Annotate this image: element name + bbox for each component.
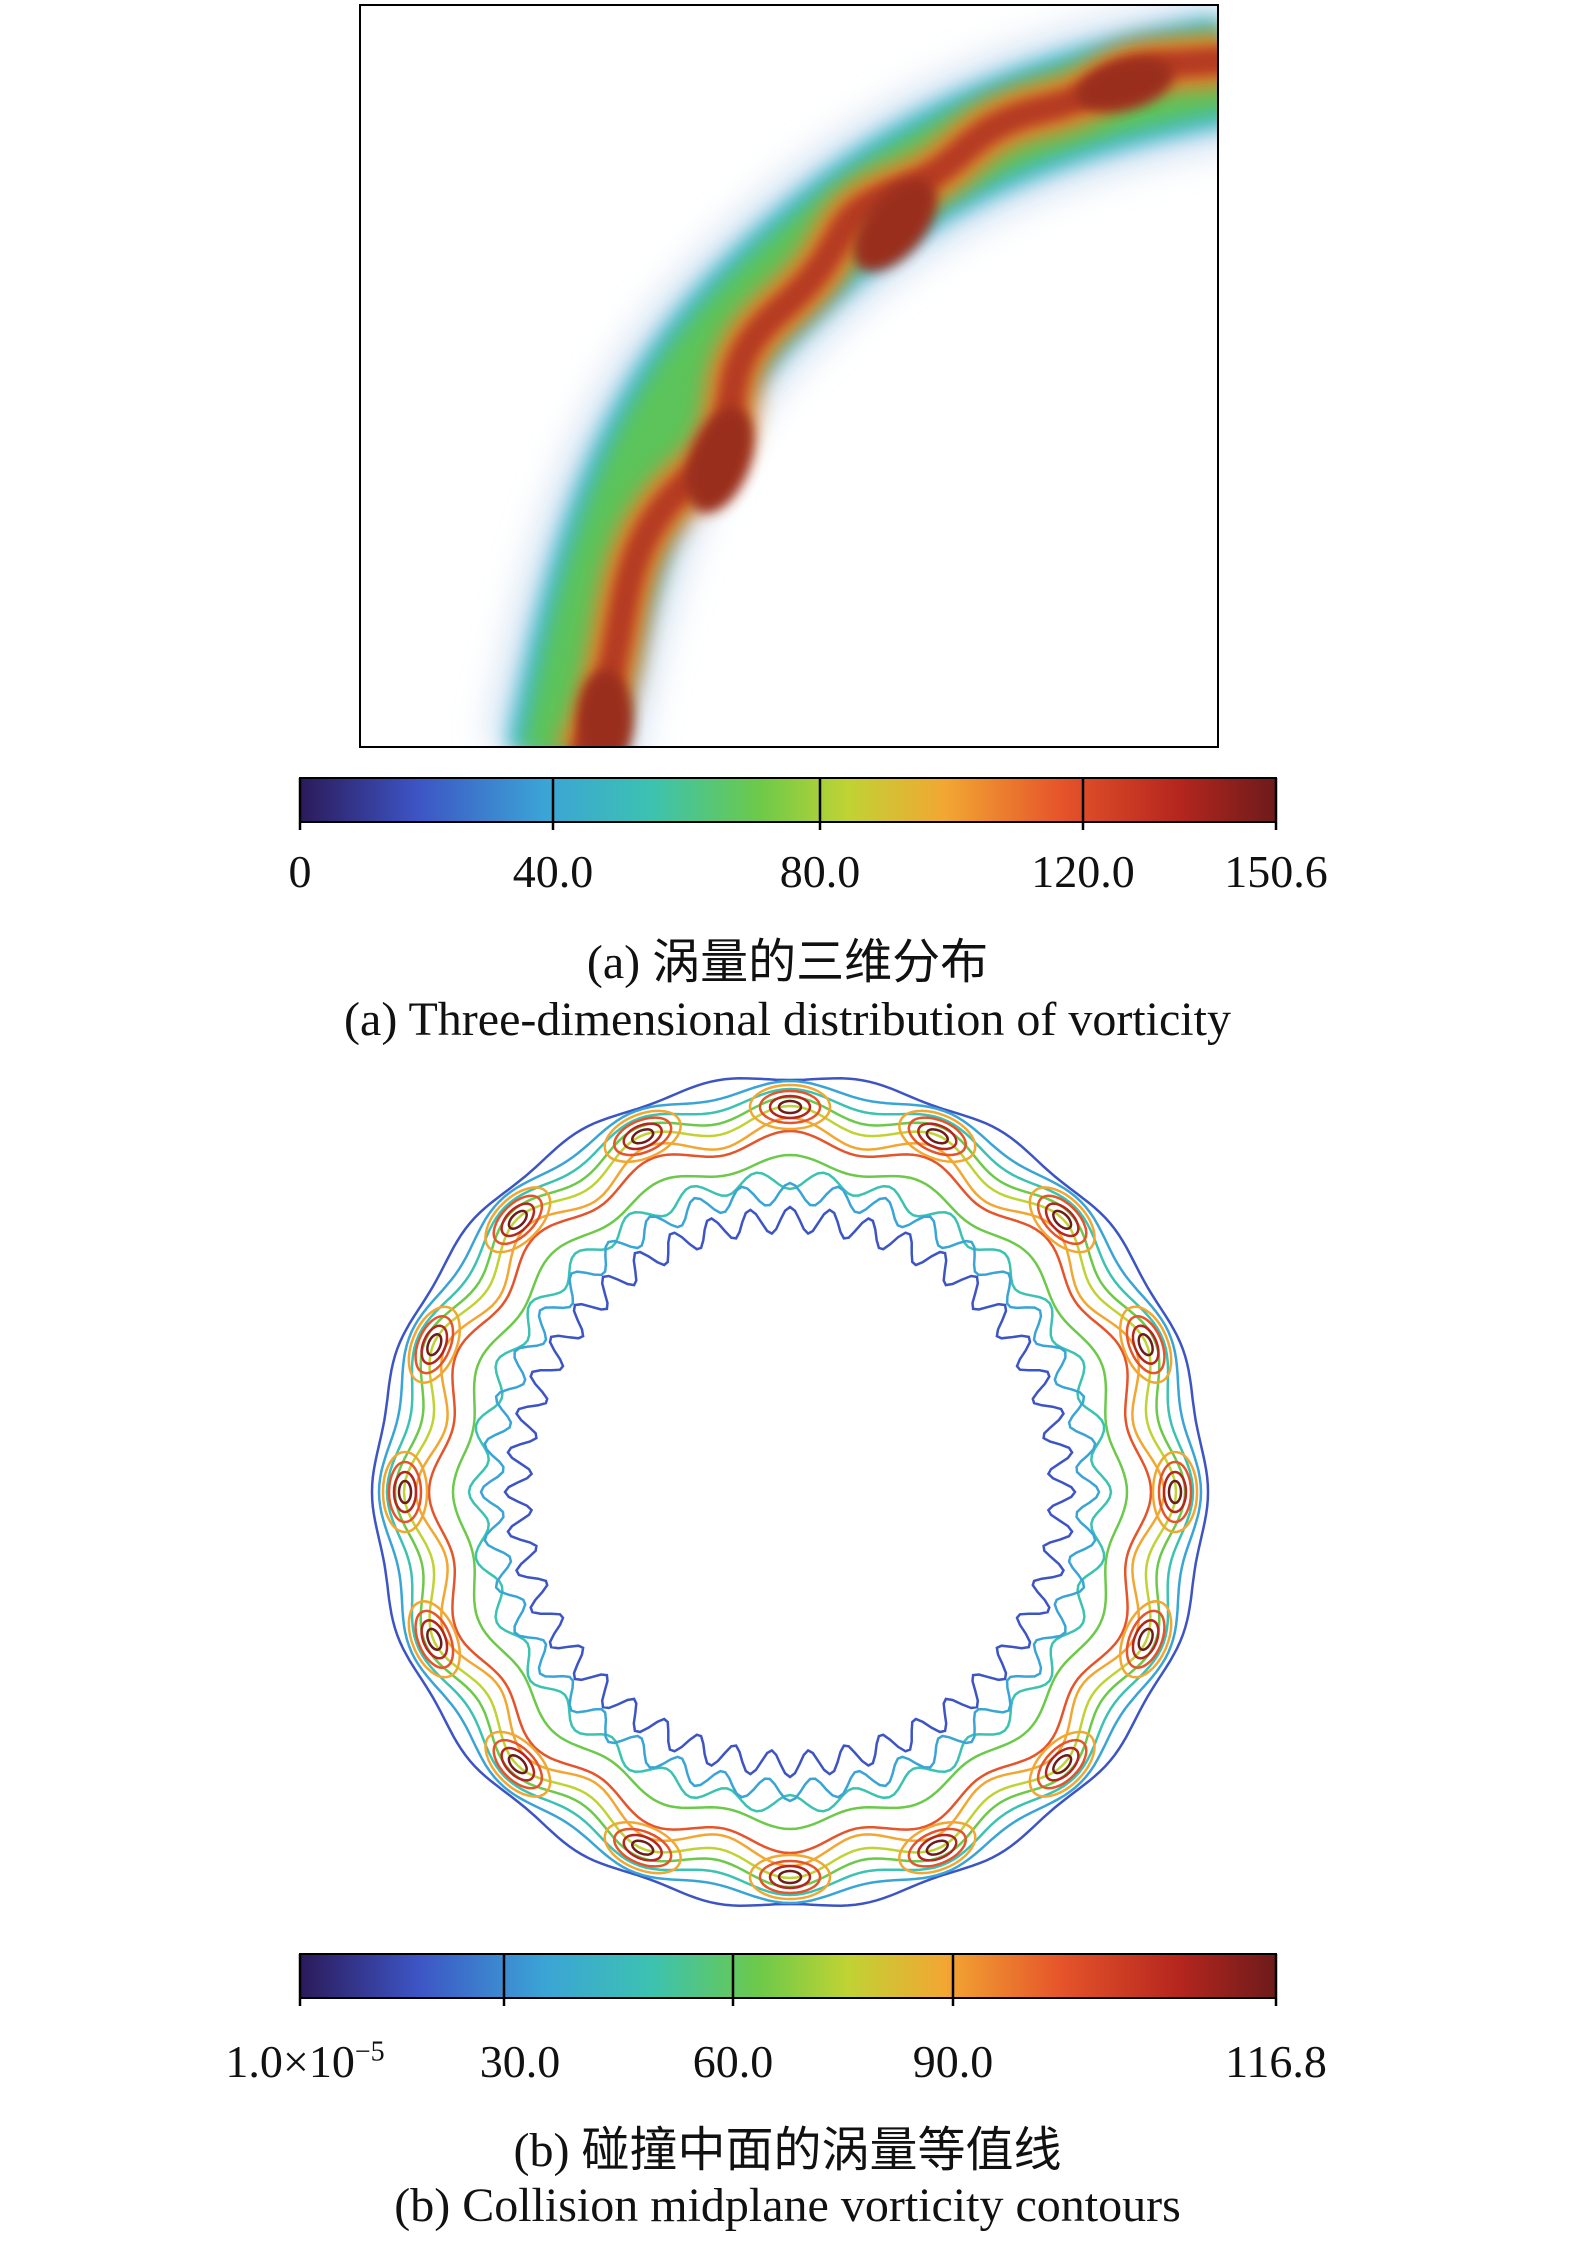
vortex-core-contour [1137, 1333, 1154, 1357]
vortex-core-contour [507, 1209, 528, 1230]
contour-line [479, 1181, 1101, 1803]
vortex-core-contour [613, 1827, 673, 1868]
vortex-core-contour [603, 1821, 682, 1875]
vortex-core-contour [925, 1839, 949, 1856]
vortex-core-contour [907, 1827, 967, 1868]
vortex-core-contour [1131, 1619, 1160, 1660]
vortex-core-contour [492, 1738, 544, 1790]
contour-line [503, 1205, 1077, 1779]
colorbar-b-tick-label: 116.8 [1225, 2036, 1327, 2087]
colorbar-b [299, 1953, 1277, 1999]
vortex-core-contour [631, 1839, 655, 1856]
vortex-core-contour [492, 1194, 544, 1246]
colorbar-b-tick-exponent: −5 [354, 2036, 385, 2068]
colorbar-a-tick-label: 120.0 [1031, 846, 1135, 897]
vortex-core-contour [758, 1089, 822, 1125]
vortex-core-contour [748, 1853, 832, 1901]
vortex-core-contour [414, 1609, 455, 1669]
vortex-core-contour [1028, 1186, 1096, 1254]
panel-a-frame [359, 4, 1219, 748]
vortex-core-contour [898, 1109, 977, 1163]
vortex-core-contour [1167, 1479, 1183, 1505]
vortex-core-contour [407, 1600, 461, 1679]
vortex-core-contour [407, 1305, 461, 1384]
vortex-core-contour [1131, 1324, 1160, 1365]
colorbar-a-tick-label: 80.0 [779, 846, 861, 897]
colorbar-a-ticks [298, 778, 1278, 830]
contour-line [385, 1087, 1195, 1897]
vortex-core-contour [925, 1128, 949, 1145]
vortex-core-contour [1157, 1460, 1193, 1524]
vortex-core-contour [1052, 1209, 1073, 1230]
contour-line [451, 1153, 1129, 1831]
vortex-core-contour [748, 1083, 832, 1131]
contour-line [377, 1079, 1203, 1905]
colorbar-b-ticks [298, 1954, 1278, 2006]
contour-line [402, 1104, 1178, 1880]
vortex-core-contour [484, 1186, 552, 1254]
vortex-core-contour [420, 1619, 449, 1660]
vortex-core-contour [500, 1202, 536, 1238]
colorbar-b-tick-label: 60.0 [692, 2036, 774, 2087]
vortex-core-contour [917, 1122, 958, 1151]
vortex-core-contour [1125, 1609, 1166, 1669]
colorbar-a-tick-label: 0 [288, 846, 312, 897]
vortex-core-contour [426, 1627, 443, 1651]
vortex-core-contour [1119, 1600, 1173, 1679]
vortex-core-contour [622, 1833, 663, 1862]
vortex-core-contour [777, 1099, 803, 1115]
vortex-core-contour [420, 1324, 449, 1365]
vortex-core-contour [622, 1122, 663, 1151]
colorbar-a-tick-label: 40.0 [512, 846, 594, 897]
caption-b-chinese: (b) 碰撞中面的涡量等值线 [513, 2124, 1062, 2177]
vortex-core-contour [917, 1833, 958, 1862]
vortex-core-contour [1119, 1305, 1173, 1384]
vortex-core-contour [768, 1094, 812, 1120]
vortex-core-contour [1125, 1315, 1166, 1375]
colorbar-a [299, 777, 1277, 823]
caption-a-english: (a) Three-dimensional distribution of vo… [344, 993, 1231, 1046]
vortex-core-contour [1036, 1194, 1088, 1246]
contour-line [427, 1129, 1153, 1855]
vortex-core-contour [1052, 1754, 1073, 1775]
vortex-core-contour [500, 1746, 536, 1782]
contour-line [467, 1171, 1113, 1813]
colorbar-b-tick-label: 90.0 [912, 2036, 994, 2087]
vortex-core-contour [1137, 1627, 1154, 1651]
vortex-core-contour [603, 1109, 682, 1163]
vortex-core-contour [898, 1821, 977, 1875]
vortex-core-contour [907, 1116, 967, 1157]
caption-b-english: (b) Collision midplane vorticity contour… [394, 2179, 1181, 2232]
vortex-core-contour [484, 1730, 552, 1798]
vortex-core-contour [1028, 1730, 1096, 1798]
vortex-core-contour [426, 1333, 443, 1357]
vortex-core-contour [397, 1479, 413, 1505]
colorbar-b-tick-label: 1.0×10−5 [225, 2036, 385, 2087]
vortex-core-contour [381, 1450, 429, 1534]
vortex-core-contour [1151, 1450, 1199, 1534]
vortex-core-contour [768, 1864, 812, 1890]
vortex-core-contour [613, 1116, 673, 1157]
vortex-core-contour [414, 1315, 455, 1375]
vortex-core-contour [507, 1754, 528, 1775]
vortex-core-contour [631, 1128, 655, 1145]
panel-a-vorticity-image [486, 5, 1218, 747]
vortex-core-contour [387, 1460, 423, 1524]
vortex-core-contour [1162, 1470, 1188, 1514]
vortex-core-contour [777, 1869, 803, 1885]
colorbar-b-tick-label: 30.0 [479, 2036, 561, 2087]
vortex-core-contour [758, 1859, 822, 1895]
vortex-core-contour [1044, 1202, 1080, 1238]
contour-line [414, 1116, 1166, 1868]
vortex-core-contour [1036, 1738, 1088, 1790]
caption-a-chinese: (a) 涡量的三维分布 [586, 936, 989, 989]
colorbar-a-tick-label: 150.6 [1224, 846, 1328, 897]
panel-b-contour-plot [370, 1077, 1210, 1907]
contour-line [370, 1077, 1210, 1907]
vortex-core-contour [392, 1470, 418, 1514]
vortex-core-contour [1044, 1746, 1080, 1782]
